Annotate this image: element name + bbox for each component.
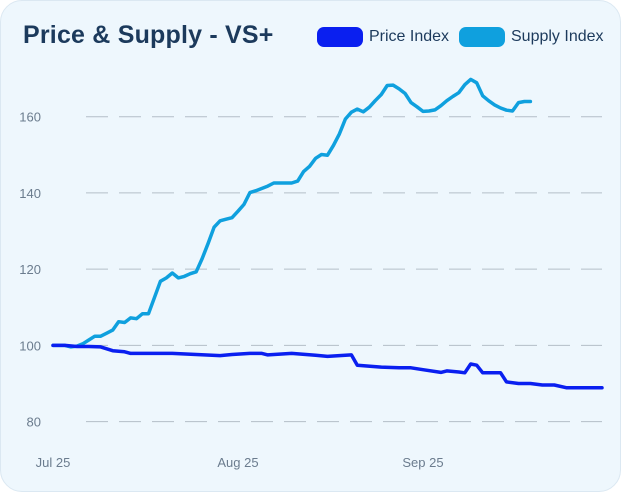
- legend-item-price-index[interactable]: Price Index: [317, 27, 449, 47]
- x-tick-label: Sep 25: [402, 455, 443, 470]
- legend-label-price-index: Price Index: [369, 28, 450, 45]
- y-tick-label: 140: [19, 186, 41, 201]
- y-tick-label: 100: [19, 338, 41, 353]
- y-axis: 80 100 120 140 160: [19, 110, 41, 430]
- series-lines: [51, 77, 604, 390]
- legend-label-supply-index: Supply Index: [511, 28, 604, 45]
- y-tick-label: 160: [19, 110, 41, 125]
- series-line-supply-index[interactable]: [51, 77, 533, 349]
- gridlines: [86, 116, 602, 423]
- series-line-price-index[interactable]: [51, 343, 604, 390]
- y-tick-label: 80: [27, 415, 41, 430]
- legend-swatch-price-index: [317, 27, 363, 47]
- x-tick-label: Jul 25: [36, 455, 71, 470]
- y-tick-label: 120: [19, 262, 41, 277]
- x-axis: Jul 25 Aug 25 Sep 25: [36, 455, 444, 470]
- x-tick-label: Aug 25: [217, 455, 258, 470]
- chart-title: Price & Supply - VS+: [23, 21, 274, 49]
- legend-item-supply-index[interactable]: Supply Index: [459, 27, 604, 47]
- legend-swatch-supply-index: [459, 27, 505, 47]
